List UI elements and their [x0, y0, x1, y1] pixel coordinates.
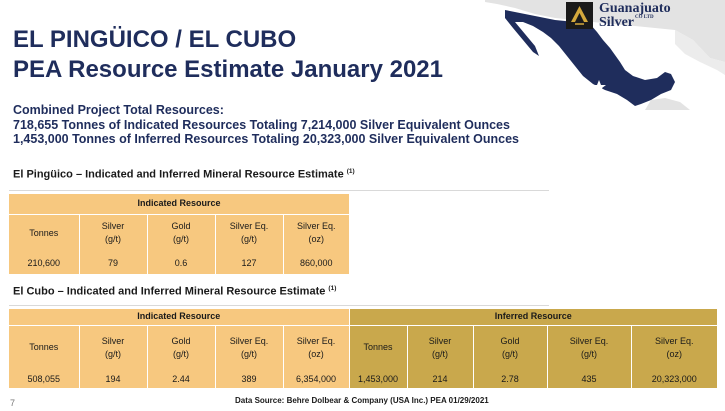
pinguico-col-ageq-oz: Silver Eq.: [296, 221, 336, 232]
combined-resources-summary: Combined Project Total Resources: 718,65…: [13, 103, 519, 147]
pinguico-footnote-ref: (1): [346, 168, 355, 175]
map-land-gulf-coast: [675, 30, 725, 75]
pinguico-col-header: Gold (g/t): [147, 214, 216, 252]
company-logo: Guanajuato SilverCO LTD: [566, 0, 686, 34]
cubo-divider: [9, 305, 549, 306]
pinguico-col-gold-unit: (g/t): [172, 234, 189, 245]
cubo-inf-col-ageq-unit: (g/t): [580, 348, 597, 359]
map-land-central-america: [645, 98, 690, 110]
pinguico-cell-gold: 0.6: [147, 252, 216, 274]
pinguico-col-tonnes: Tonnes: [29, 227, 59, 238]
cubo-inf-col-ageq-oz: Silver Eq.: [654, 335, 694, 346]
pinguico-divider: [9, 190, 549, 191]
cubo-inferred-label: Inferred Resource: [349, 309, 717, 326]
cubo-inf-col-silver-unit: (g/t): [431, 348, 448, 359]
cubo-ind-cell-ageq-oz: 6,354,000: [283, 370, 350, 388]
cubo-inf-col-ageq-oz-unit: (oz): [666, 348, 683, 359]
cubo-inf-cell-gold: 2.78: [473, 370, 548, 388]
pinguico-col-silver: Silver: [101, 221, 125, 232]
pinguico-col-ageq-oz-unit: (oz): [308, 234, 325, 245]
pinguico-col-silver-unit: (g/t): [104, 234, 121, 245]
cubo-heading: El Cubo – Indicated and Inferred Mineral…: [13, 285, 336, 298]
cubo-ind-col-silver-unit: (g/t): [104, 348, 121, 359]
summary-line1: Combined Project Total Resources:: [13, 103, 224, 117]
summary-line2: 718,655 Tonnes of Indicated Resources To…: [13, 117, 510, 132]
pinguico-cell-ageq: 127: [215, 252, 284, 274]
slide-title-line2: PEA Resource Estimate January 2021: [13, 56, 443, 83]
page-number: 7: [10, 398, 16, 408]
pinguico-heading-text: El Pingüico – Indicated and Inferred Min…: [13, 168, 344, 181]
map-svg: [485, 0, 725, 110]
cubo-ind-col-header: Gold (g/t): [147, 325, 216, 370]
logo-name-line2: SilverCO LTD: [599, 15, 654, 31]
cubo-inf-col-header: Silver Eq. (g/t): [547, 325, 632, 370]
mexico-location-map: [485, 0, 725, 110]
cubo-ind-col-ageq: Silver Eq.: [229, 335, 269, 346]
cubo-inf-cell-silver: 214: [407, 370, 474, 388]
cubo-ind-col-header: Silver (g/t): [79, 325, 148, 370]
cubo-inf-col-gold: Gold: [500, 335, 520, 346]
cubo-ind-col-gold: Gold: [171, 335, 191, 346]
data-source-footnote: Data Source: Behre Dolbear & Company (US…: [235, 396, 489, 405]
cubo-inf-col-header: Silver (g/t): [407, 325, 474, 370]
cubo-ind-cell-silver: 194: [79, 370, 148, 388]
logo-suffix: CO LTD: [635, 15, 654, 20]
pinguico-col-ageq-unit: (g/t): [240, 234, 257, 245]
cubo-ind-cell-gold: 2.44: [147, 370, 216, 388]
pinguico-heading: El Pingüico – Indicated and Inferred Min…: [13, 168, 355, 181]
pinguico-cell-ageq-oz: 860,000: [283, 252, 349, 274]
cubo-ind-col-ageq-oz: Silver Eq.: [296, 335, 336, 346]
cubo-ind-col-header: Silver Eq. (g/t): [215, 325, 284, 370]
cubo-inf-col-silver: Silver: [428, 335, 452, 346]
map-land-usa: [485, 0, 725, 62]
table-row: 508,055 194 2.44 389 6,354,000 1,453,000…: [9, 370, 717, 388]
pinguico-cell-tonnes: 210,600: [9, 252, 80, 274]
pinguico-resource-table: Indicated Resource Tonnes Silver (g/t) Go…: [9, 194, 349, 274]
pinguico-indicated-label: Indicated Resource: [9, 194, 349, 215]
logo-name-line2-text: Silver: [599, 15, 634, 30]
cubo-inf-cell-ageq: 435: [547, 370, 632, 388]
pinguico-col-gold: Gold: [171, 221, 191, 232]
pinguico-col-header: Silver Eq. (oz): [283, 214, 349, 252]
cubo-indicated-label: Indicated Resource: [9, 309, 350, 326]
table-row: 210,600 79 0.6 127 860,000: [9, 252, 349, 274]
pinguico-col-header: Silver (g/t): [79, 214, 148, 252]
cubo-footnote-ref: (1): [328, 285, 337, 292]
cubo-resource-table: Indicated Resource Inferred Resource Ton…: [9, 309, 717, 388]
logo-mark-icon: [566, 2, 593, 29]
cubo-ind-col-ageq-oz-unit: (oz): [308, 348, 324, 359]
cubo-inf-col-tonnes: Tonnes: [363, 342, 393, 353]
location-star-icon: [592, 80, 606, 93]
cubo-ind-col-silver: Silver: [101, 335, 125, 346]
cubo-inf-cell-tonnes: 1,453,000: [349, 370, 408, 388]
cubo-ind-col-header: Silver Eq. (oz): [283, 325, 350, 370]
cubo-inf-col-header: Tonnes: [349, 325, 408, 370]
pinguico-col-ageq: Silver Eq.: [229, 221, 269, 232]
summary-line3: 1,453,000 Tonnes of Inferred Resources T…: [13, 132, 519, 146]
cubo-ind-cell-tonnes: 508,055: [9, 370, 80, 388]
cubo-inf-col-header: Silver Eq. (oz): [631, 325, 717, 370]
cubo-heading-text: El Cubo – Indicated and Inferred Mineral…: [13, 285, 326, 298]
pinguico-col-header: Tonnes: [9, 214, 80, 252]
cubo-ind-col-header: Tonnes: [9, 325, 80, 370]
cubo-ind-col-ageq-unit: (g/t): [240, 348, 257, 359]
cubo-ind-col-tonnes: Tonnes: [29, 342, 59, 353]
pinguico-cell-silver: 79: [79, 252, 148, 274]
pinguico-col-header: Silver Eq. (g/t): [215, 214, 284, 252]
cubo-inf-col-ageq: Silver Eq.: [569, 335, 609, 346]
cubo-inf-col-header: Gold (g/t): [473, 325, 548, 370]
cubo-inf-cell-ageq-oz: 20,323,000: [631, 370, 717, 388]
cubo-inf-col-gold-unit: (g/t): [501, 348, 518, 359]
cubo-ind-col-gold-unit: (g/t): [172, 348, 189, 359]
slide-title-line1: EL PINGÜICO / EL CUBO: [13, 26, 297, 53]
logo-name-line1: Guanajuato: [599, 1, 671, 16]
map-mexico-shape: [505, 10, 675, 106]
cubo-ind-cell-ageq: 389: [215, 370, 284, 388]
